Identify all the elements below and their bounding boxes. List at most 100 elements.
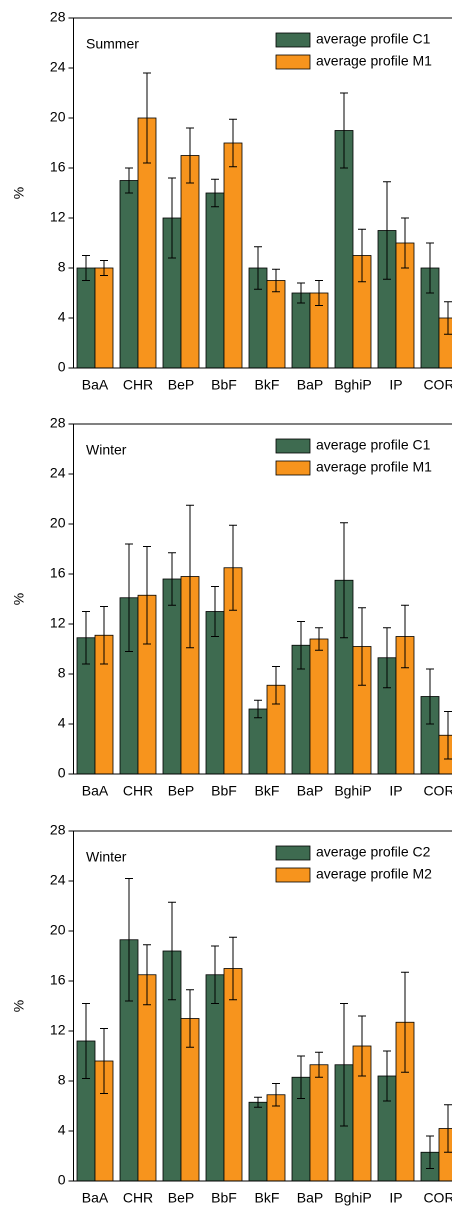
y-tick-label: 4 xyxy=(58,309,66,325)
y-tick-label: 24 xyxy=(50,59,66,75)
error-bar xyxy=(383,1050,391,1102)
y-tick-label: 20 xyxy=(50,515,66,531)
error-bar xyxy=(297,282,305,304)
y-tick-label: 28 xyxy=(50,9,66,25)
error-bar xyxy=(82,611,90,665)
error-bar xyxy=(444,301,452,335)
legend-label: average profile M1 xyxy=(316,459,432,475)
annotation: Summer xyxy=(86,36,139,52)
y-tick-label: 12 xyxy=(50,209,66,225)
y-tick-label: 20 xyxy=(50,109,66,125)
legend-label: average profile M2 xyxy=(316,866,432,882)
error-bar xyxy=(272,666,280,705)
error-bar xyxy=(168,177,176,259)
x-tick-label: BeP xyxy=(168,783,194,799)
y-tick-label: 16 xyxy=(50,565,66,581)
y-axis-label: % xyxy=(11,1000,27,1012)
plot-frame xyxy=(73,17,452,369)
annotation: Winter xyxy=(86,849,127,865)
error-bar xyxy=(401,604,409,669)
y-tick-label: 0 xyxy=(58,765,66,781)
y-tick-label: 8 xyxy=(58,665,66,681)
y-tick-label: 0 xyxy=(58,1172,66,1188)
bar xyxy=(266,1094,286,1182)
plot-frame xyxy=(73,423,452,775)
bar xyxy=(309,1064,329,1182)
x-tick-label: BeP xyxy=(168,377,194,393)
y-axis-label: % xyxy=(11,593,27,605)
error-bar xyxy=(82,1003,90,1079)
bar xyxy=(180,155,200,369)
error-bar xyxy=(340,522,348,639)
error-bar xyxy=(143,944,151,1006)
y-tick-label: 4 xyxy=(58,1122,66,1138)
bar xyxy=(223,142,243,369)
error-bar xyxy=(125,543,133,652)
error-bar xyxy=(315,627,323,651)
bar xyxy=(223,968,243,1182)
x-tick-label: BbF xyxy=(211,783,237,799)
y-tick-label: 16 xyxy=(50,972,66,988)
error-bar xyxy=(444,1104,452,1153)
legend-swatch xyxy=(275,845,311,861)
x-tick-label: BbF xyxy=(211,377,237,393)
plot-frame xyxy=(73,830,452,1182)
legend-swatch xyxy=(275,867,311,883)
x-tick-label: COR xyxy=(423,783,452,799)
bar xyxy=(137,974,157,1182)
bar xyxy=(266,280,286,369)
bar xyxy=(76,267,96,369)
bar xyxy=(94,267,114,369)
error-bar xyxy=(125,878,133,1002)
error-bar xyxy=(254,1096,262,1108)
legend-label: average profile C1 xyxy=(316,31,431,47)
error-bar xyxy=(358,1015,366,1077)
y-tick-label: 16 xyxy=(50,159,66,175)
error-bar xyxy=(383,181,391,280)
error-bar xyxy=(100,606,108,665)
error-bar xyxy=(211,586,219,637)
x-tick-label: COR xyxy=(423,377,452,393)
x-tick-label: BghiP xyxy=(334,1190,371,1206)
error-bar xyxy=(297,621,305,670)
x-tick-label: BkF xyxy=(255,1190,280,1206)
error-bar xyxy=(100,1028,108,1094)
x-tick-label: IP xyxy=(389,783,402,799)
y-tick-label: 24 xyxy=(50,872,66,888)
x-tick-label: BaA xyxy=(82,377,109,393)
y-tick-label: 4 xyxy=(58,715,66,731)
error-bar xyxy=(125,167,133,194)
y-tick-label: 12 xyxy=(50,615,66,631)
x-tick-label: BkF xyxy=(255,377,280,393)
x-tick-label: BaP xyxy=(297,377,323,393)
y-axis-label: % xyxy=(11,187,27,199)
legend-swatch xyxy=(275,54,311,70)
error-bar xyxy=(297,1055,305,1099)
error-bar xyxy=(383,627,391,689)
bar xyxy=(438,734,452,775)
error-bar xyxy=(143,546,151,645)
error-bar xyxy=(358,228,366,283)
x-tick-label: BaP xyxy=(297,783,323,799)
error-bar xyxy=(358,607,366,686)
bar xyxy=(309,638,329,775)
error-bar xyxy=(254,699,262,719)
x-tick-label: BkF xyxy=(255,783,280,799)
error-bar xyxy=(444,711,452,760)
legend-label: average profile C1 xyxy=(316,437,431,453)
error-bar xyxy=(426,668,434,725)
error-bar xyxy=(340,92,348,169)
y-tick-label: 8 xyxy=(58,259,66,275)
legend-label: average profile C2 xyxy=(316,844,431,860)
x-tick-label: CHR xyxy=(123,1190,153,1206)
bar xyxy=(248,708,268,775)
x-tick-label: BbF xyxy=(211,1190,237,1206)
error-bar xyxy=(254,246,262,290)
bar xyxy=(291,292,311,369)
x-tick-label: CHR xyxy=(123,377,153,393)
error-bar xyxy=(315,1051,323,1078)
error-bar xyxy=(186,989,194,1048)
bar xyxy=(162,578,182,775)
legend-swatch xyxy=(275,460,311,476)
